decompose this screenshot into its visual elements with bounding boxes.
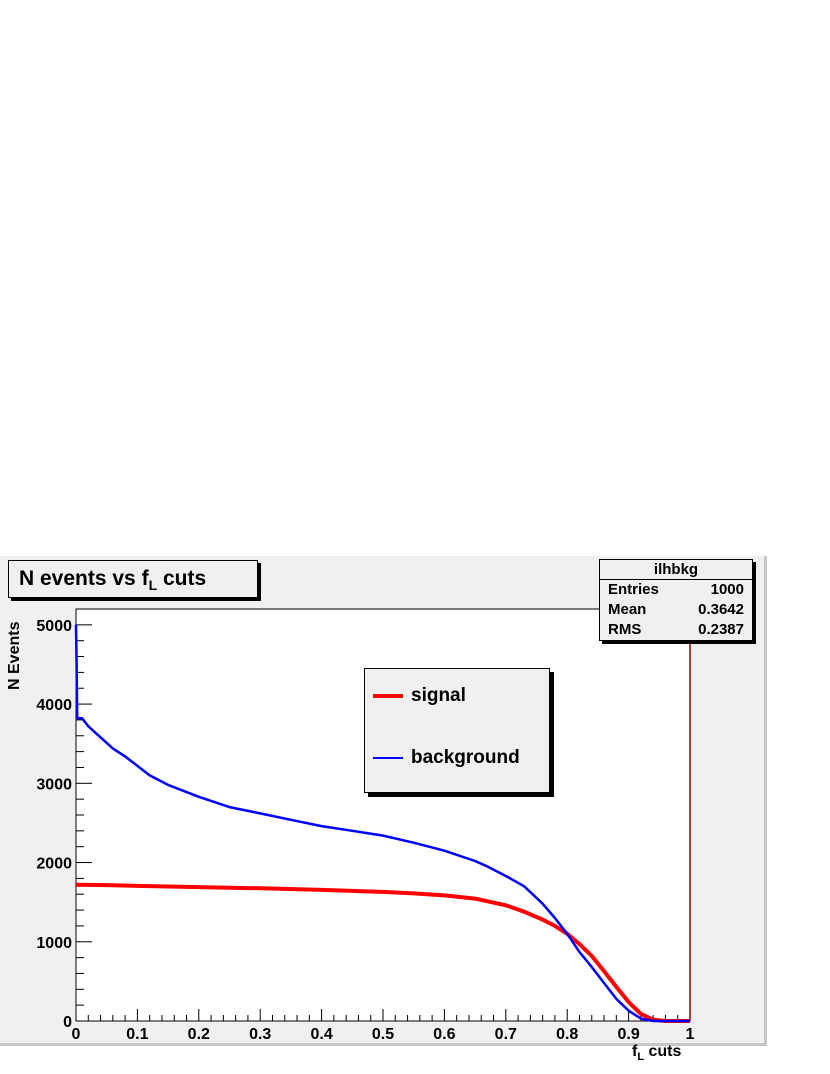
chart-title-sub: L [148,577,158,594]
legend-label-background: background [411,747,520,768]
legend-item-signal: signal [373,685,466,707]
x-axis-label: fL cuts [632,1043,681,1063]
chart-title-main: N events vs f [19,567,149,590]
series-line-signal [75,882,690,1023]
series-line-background [74,624,690,1023]
y-tick-label: 3000 [36,776,72,793]
legend: signal background [364,668,550,793]
x-tick-label: 0.6 [433,1026,455,1043]
x-tick-label: 0.7 [495,1026,517,1043]
stats-row-entries: Entries 1000 [600,580,752,600]
x-tick-label: 0.3 [249,1026,271,1043]
stats-label: Entries [608,581,659,598]
x-tick-label: 0.9 [617,1026,639,1043]
chart-title: N events vs fL cuts [8,560,258,598]
x-tick-label: 1 [686,1026,695,1043]
stats-value: 0.2387 [698,621,744,638]
chart-title-tail: cuts [157,567,207,590]
stats-title: ilhbkg [600,560,752,580]
legend-item-background: background [373,747,520,769]
y-axis-label: N Events [6,621,23,690]
stats-label: RMS [608,621,642,638]
x-axis-label-main: f [632,1043,638,1060]
stats-value: 1000 [710,581,744,598]
x-tick-label: 0.2 [188,1026,210,1043]
y-tick-label: 1000 [36,935,72,952]
x-tick-label: 0.5 [372,1026,394,1043]
y-tick-label: 4000 [36,697,72,714]
y-tick-label: 0 [63,1014,72,1031]
stats-label: Mean [608,601,647,618]
stats-box: ilhbkg Entries 1000 Mean 0.3642 RMS 0.23… [599,559,753,641]
x-tick-label: 0 [72,1026,81,1043]
legend-swatch-signal [373,694,403,698]
x-tick-label: 0.8 [556,1026,578,1043]
stats-row-rms: RMS 0.2387 [600,620,752,640]
x-tick-label: 0.4 [310,1026,332,1043]
x-tick-label: 0.1 [126,1026,148,1043]
x-axis-label-tail: cuts [644,1043,682,1060]
y-tick-label: 5000 [36,618,72,635]
legend-swatch-background [373,757,403,759]
legend-label-signal: signal [411,685,466,706]
stats-row-mean: Mean 0.3642 [600,600,752,620]
x-axis-label-sub: L [637,1051,645,1064]
y-tick-label: 2000 [36,856,72,873]
stats-value: 0.3642 [698,601,744,618]
